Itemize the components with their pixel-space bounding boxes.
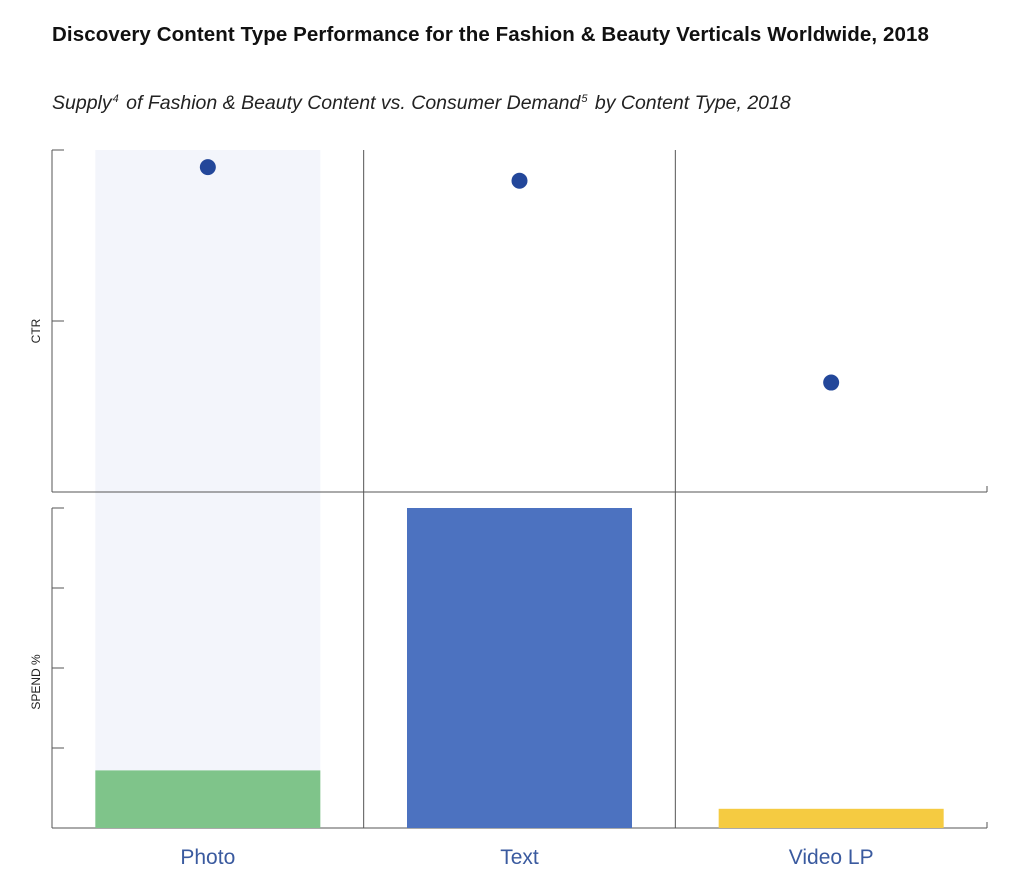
- highlight-band: [95, 150, 321, 828]
- category-label-photo: Photo: [180, 846, 235, 869]
- ctr-point-video-lp: [823, 374, 840, 391]
- bar-text: [407, 508, 632, 828]
- chart-subtitle: Supply4 of Fashion & Beauty Content vs. …: [52, 86, 1012, 116]
- ctr-point-photo: [199, 159, 216, 176]
- subtitle-part-3: by Content Type, 2018: [589, 92, 791, 114]
- chart-title: Discovery Content Type Performance for t…: [52, 23, 929, 46]
- footnote-4: 4: [112, 93, 119, 105]
- subtitle-part-1: Supply: [52, 92, 112, 114]
- ctr-axis-label: CTR: [29, 318, 43, 343]
- category-label-video-lp: Video LP: [789, 846, 874, 869]
- subtitle-part-2: of Fashion & Beauty Content vs. Consumer…: [120, 92, 581, 114]
- bar-video-lp: [718, 808, 944, 828]
- bar-photo: [95, 770, 321, 828]
- category-label-text: Text: [500, 846, 539, 869]
- spend-axis-label: SPEND %: [29, 654, 43, 710]
- ctr-point-text: [511, 172, 528, 189]
- footnote-5: 5: [581, 93, 588, 105]
